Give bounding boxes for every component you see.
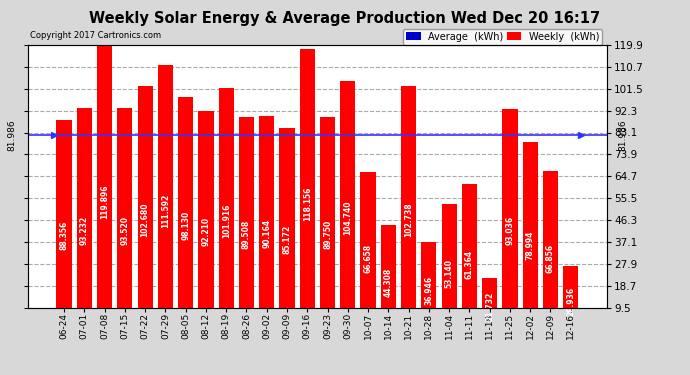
Text: 93.520: 93.520 bbox=[120, 216, 130, 244]
Text: 61.364: 61.364 bbox=[465, 250, 474, 279]
Bar bbox=[422, 242, 437, 330]
Text: 88.356: 88.356 bbox=[59, 221, 68, 250]
Text: 66.658: 66.658 bbox=[364, 244, 373, 273]
Text: 102.738: 102.738 bbox=[404, 203, 413, 237]
Text: 36.946: 36.946 bbox=[424, 276, 433, 305]
Text: 85.172: 85.172 bbox=[282, 224, 291, 254]
Bar bbox=[97, 45, 112, 330]
Bar bbox=[299, 49, 315, 330]
Text: 44.308: 44.308 bbox=[384, 268, 393, 297]
Text: 89.508: 89.508 bbox=[242, 220, 251, 249]
Bar bbox=[543, 171, 558, 330]
Bar bbox=[320, 117, 335, 330]
Bar bbox=[502, 109, 518, 330]
Bar bbox=[482, 278, 497, 330]
Text: 78.994: 78.994 bbox=[526, 231, 535, 260]
Text: Copyright 2017 Cartronics.com: Copyright 2017 Cartronics.com bbox=[30, 31, 161, 40]
Text: 93.036: 93.036 bbox=[505, 216, 515, 245]
Text: 26.936: 26.936 bbox=[566, 287, 575, 316]
Bar bbox=[360, 172, 375, 330]
Bar bbox=[57, 120, 72, 330]
Text: 89.750: 89.750 bbox=[323, 219, 332, 249]
Bar bbox=[340, 81, 355, 330]
Bar bbox=[259, 116, 275, 330]
Text: 21.732: 21.732 bbox=[485, 292, 494, 321]
Text: 111.592: 111.592 bbox=[161, 194, 170, 228]
Text: 81.986: 81.986 bbox=[619, 119, 628, 151]
Text: 90.164: 90.164 bbox=[262, 219, 271, 248]
Text: Weekly Solar Energy & Average Production Wed Dec 20 16:17: Weekly Solar Energy & Average Production… bbox=[90, 11, 600, 26]
Legend: Average  (kWh), Weekly  (kWh): Average (kWh), Weekly (kWh) bbox=[403, 29, 602, 45]
Bar bbox=[219, 88, 234, 330]
Bar bbox=[563, 266, 578, 330]
Text: 118.156: 118.156 bbox=[303, 186, 312, 221]
Bar bbox=[77, 108, 92, 330]
Text: 53.140: 53.140 bbox=[444, 259, 453, 288]
Text: 98.130: 98.130 bbox=[181, 210, 190, 240]
Bar bbox=[462, 184, 477, 330]
Bar bbox=[381, 225, 396, 330]
Text: 102.680: 102.680 bbox=[141, 203, 150, 237]
Bar bbox=[442, 204, 457, 330]
Text: 92.210: 92.210 bbox=[201, 217, 210, 246]
Bar bbox=[137, 86, 152, 330]
Bar bbox=[158, 65, 173, 330]
Bar bbox=[279, 128, 295, 330]
Text: 101.916: 101.916 bbox=[221, 204, 230, 238]
Text: 93.232: 93.232 bbox=[80, 216, 89, 245]
Text: 104.740: 104.740 bbox=[344, 201, 353, 235]
Bar bbox=[198, 111, 213, 330]
Bar bbox=[117, 108, 132, 330]
Bar bbox=[522, 142, 538, 330]
Bar bbox=[401, 86, 416, 330]
Bar bbox=[239, 117, 254, 330]
Text: 119.896: 119.896 bbox=[100, 184, 109, 219]
Text: 66.856: 66.856 bbox=[546, 244, 555, 273]
Bar bbox=[178, 97, 193, 330]
Text: 81.986: 81.986 bbox=[7, 119, 16, 151]
